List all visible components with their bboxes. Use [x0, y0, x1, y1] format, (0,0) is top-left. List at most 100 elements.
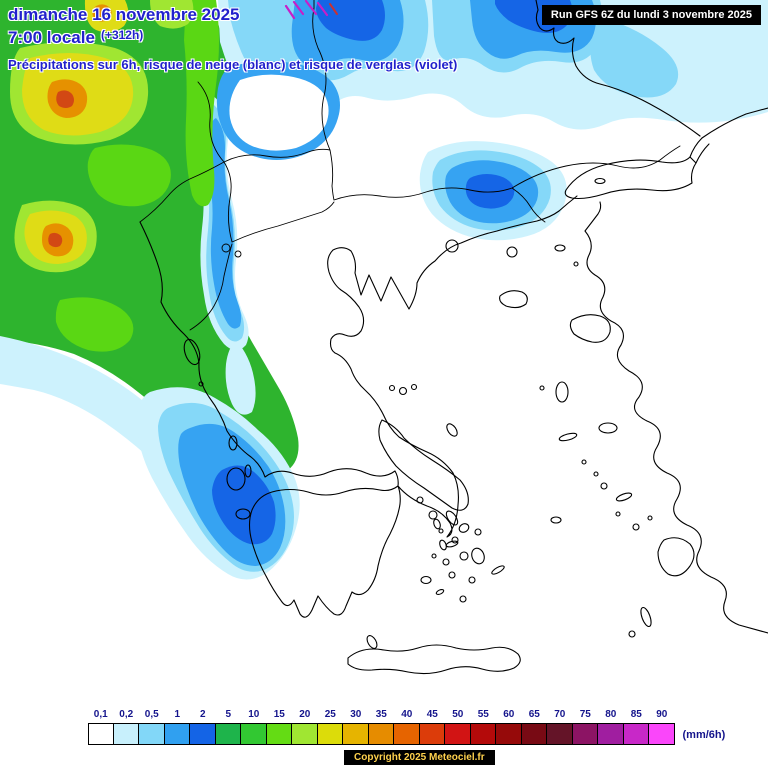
lake-prespa [234, 250, 242, 258]
legend-swatch [138, 723, 165, 745]
legend-value: 65 [528, 709, 540, 720]
island-psara [539, 385, 545, 391]
island-ios [468, 576, 476, 584]
island-thasos [445, 239, 459, 253]
time-title-row: 7:00 locale (+312h) [8, 25, 457, 48]
legend-value: 75 [579, 709, 591, 720]
legend-swatch [546, 723, 573, 745]
legend-swatch [469, 723, 496, 745]
legend-step: 1 [163, 707, 190, 745]
island-tinos [458, 523, 470, 533]
legend-swatch [214, 723, 241, 745]
legend-value: 60 [503, 709, 515, 720]
legend-value: 1 [174, 709, 181, 720]
island-astypalea [550, 516, 562, 524]
legend-value: 70 [554, 709, 566, 720]
legend-value: 90 [656, 709, 668, 720]
legend-step: 85 [622, 707, 649, 745]
island-lesbos [569, 314, 611, 343]
legend-swatch [342, 723, 369, 745]
legend-value: 85 [630, 709, 642, 720]
precip-orange-top [92, 4, 112, 22]
legend-swatch [189, 723, 216, 745]
legend-swatch [316, 723, 343, 745]
legend-step: 25 [316, 707, 343, 745]
legend-step: 45 [418, 707, 445, 745]
legend-swatch [265, 723, 292, 745]
island-skyros [446, 423, 458, 437]
legend-value: 5 [225, 709, 232, 720]
island-paxos [198, 381, 204, 387]
legend-step: 65 [520, 707, 547, 745]
legend-step: 5 [214, 707, 241, 745]
legend-value: 0,2 [119, 709, 134, 720]
legend-step: 75 [571, 707, 598, 745]
precip-blue-nw-strip [207, 118, 242, 329]
island-kea [433, 518, 441, 530]
legend-step: 10 [240, 707, 267, 745]
legend-step: 0,5 [138, 707, 165, 745]
legend-value: 10 [248, 709, 260, 720]
precip-red-b [48, 232, 63, 248]
island-patmos [581, 459, 587, 465]
coast-mainland-greece [139, 210, 560, 538]
legend-step: 80 [597, 707, 624, 745]
island-aegina [428, 510, 438, 520]
island-crete [347, 644, 521, 675]
legend-swatch [240, 723, 267, 745]
legend-value: 2 [199, 709, 206, 720]
precip-brightgreen-south [55, 297, 134, 352]
legend-step: 15 [265, 707, 292, 745]
date-title: dimanche 16 novembre 2025 [8, 5, 240, 24]
island-kythnos [439, 539, 447, 551]
legend-step: 30 [342, 707, 369, 745]
precip-brightgreen-strip [184, 0, 219, 207]
legend-swatch [495, 723, 522, 745]
run-info-box: Run GFS 6Z du lundi 3 novembre 2025 [541, 5, 761, 25]
freezing-rain-mark [329, 3, 338, 15]
legend-value: 0,1 [93, 709, 108, 720]
precipitation-layers [0, 0, 768, 580]
time-title: 7:00 locale [8, 28, 95, 47]
island-zakynthos [235, 508, 251, 520]
island-gokceada [554, 244, 566, 252]
legend-step: 50 [444, 707, 471, 745]
legend-swatch [393, 723, 420, 745]
copyright-box: Copyright 2025 Meteociel.fr [344, 750, 495, 765]
legend-swatch [291, 723, 318, 745]
coast-bosphorus [689, 137, 710, 164]
legend-value: 25 [324, 709, 336, 720]
island-marmara [594, 177, 606, 185]
island-kalymnos [600, 482, 608, 490]
coast-black-sea [535, 0, 768, 139]
island-hydra [445, 540, 459, 548]
precip-yellowgreen-top [150, 0, 194, 29]
precip-pale-connector [225, 340, 256, 415]
legend-step: 20 [291, 707, 318, 745]
island-mykonos [474, 528, 482, 536]
island-corfu [183, 338, 201, 366]
island-rhodes [657, 537, 695, 577]
legend-value: 50 [452, 709, 464, 720]
verglas-risk-marks [284, 0, 329, 20]
island-serifos [442, 558, 450, 566]
legend-step: 0,1 [88, 707, 114, 745]
legend-step: 40 [393, 707, 420, 745]
island-lefkada [228, 435, 238, 451]
coastlines [139, 0, 768, 634]
island-skiathos [388, 384, 396, 392]
island-samothraki [506, 246, 518, 258]
island-milos [420, 575, 432, 585]
island-spetses [431, 553, 437, 559]
legend-value: 35 [375, 709, 387, 720]
coast-turkey-aegean [584, 230, 768, 634]
coast-peloponnese [248, 485, 401, 618]
legend-value: 40 [401, 709, 413, 720]
verglas-hatching [284, 0, 338, 20]
island-andros [445, 510, 459, 526]
legend-value: 80 [605, 709, 617, 720]
legend-value: 15 [273, 709, 285, 720]
island-kythira [366, 635, 378, 649]
